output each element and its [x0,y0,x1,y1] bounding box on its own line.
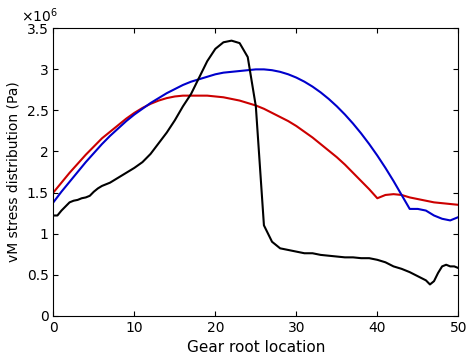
Y-axis label: vM stress distribution (Pa): vM stress distribution (Pa) [7,81,21,262]
Text: $\times10^6$: $\times10^6$ [21,7,58,25]
X-axis label: Gear root location: Gear root location [187,340,325,355]
